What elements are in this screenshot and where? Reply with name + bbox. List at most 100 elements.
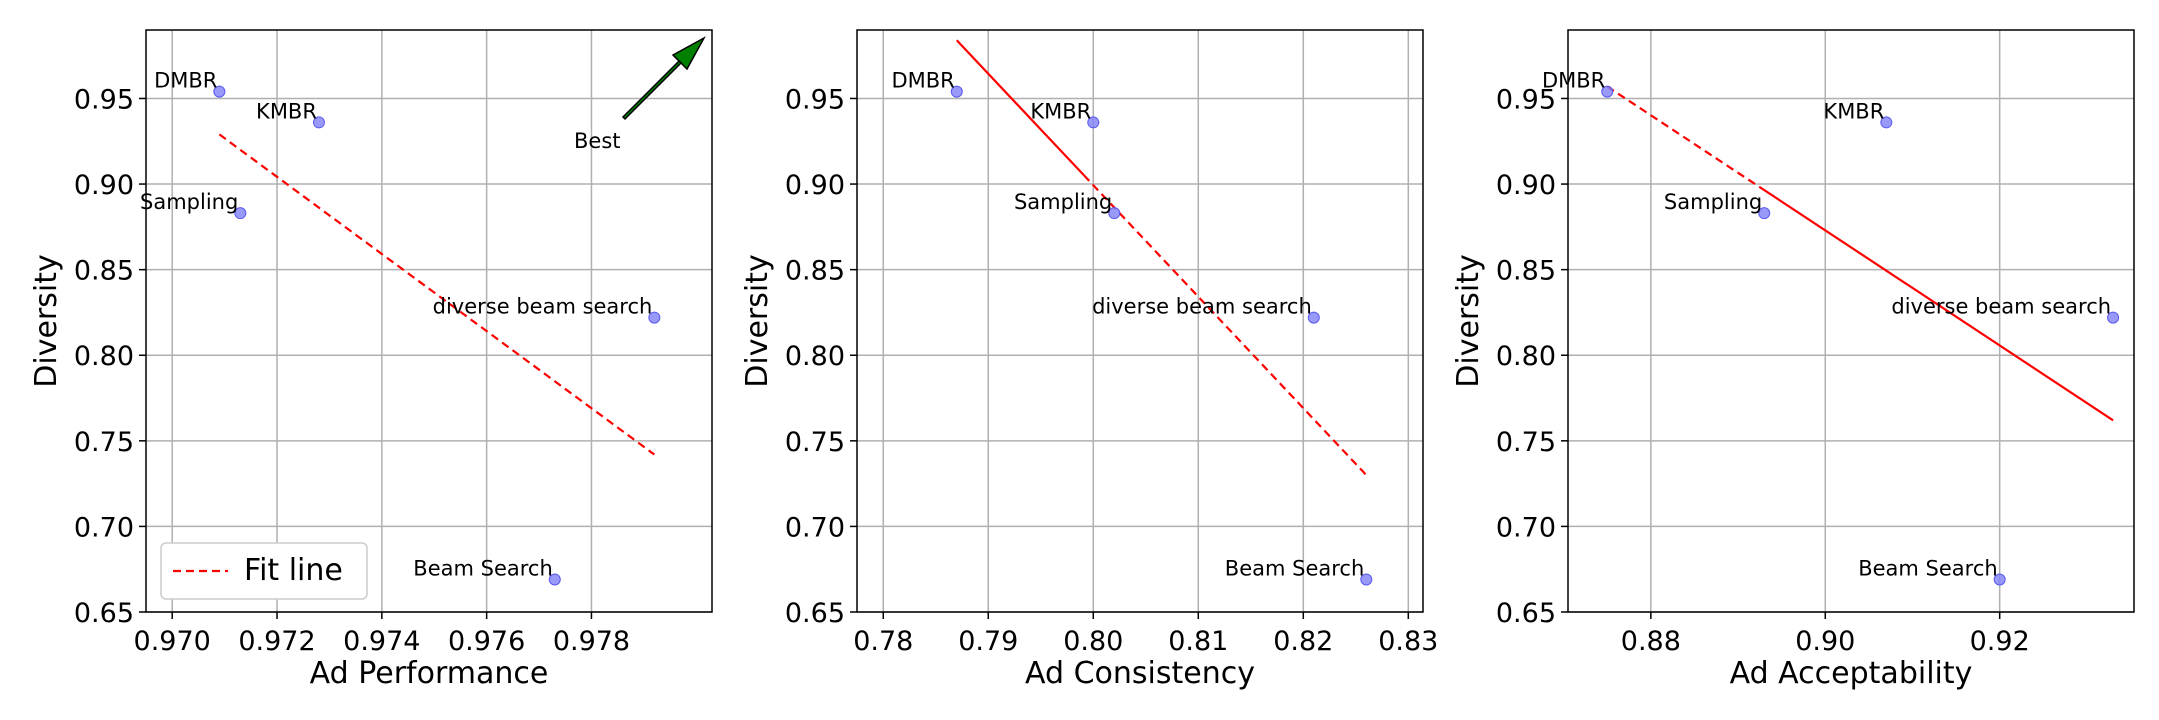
data-point — [950, 85, 963, 98]
data-point — [234, 207, 247, 220]
best-label: Best — [574, 129, 621, 153]
point-labels: DMBR KMBR Sampling diverse beam search Beam … — [140, 69, 652, 581]
x-tick-label: 0.92 — [1970, 626, 2030, 657]
y-tick-label: 0.65 — [74, 598, 134, 629]
legend-label: Fit line — [244, 553, 343, 588]
y-tick-labels: 0.65 0.70 0.75 0.80 0.85 0.90 0.95 — [785, 84, 857, 629]
y-axis-label: Diversity — [1451, 254, 1486, 387]
y-axis-label: Diversity — [740, 254, 775, 387]
y-tick-label: 0.70 — [1496, 512, 1556, 543]
data-point — [1307, 311, 1320, 324]
point-label: Sampling — [1664, 190, 1762, 214]
point-label: Beam Search — [1225, 556, 1364, 580]
data-points — [1601, 85, 2120, 586]
point-label: DMBR — [891, 69, 954, 93]
x-tick-label: 0.79 — [958, 626, 1018, 657]
data-point — [1880, 116, 1893, 129]
x-tick-labels: 0.970 0.972 0.974 0.976 0.978 — [134, 612, 630, 657]
data-point — [1360, 573, 1373, 586]
y-tick-label: 0.90 — [74, 170, 134, 201]
y-tick-label: 0.85 — [74, 256, 134, 287]
x-tick-label: 0.78 — [853, 626, 913, 657]
data-point — [2107, 311, 2120, 324]
panel-ad-acceptability: DMBR KMBR Sampling diverse beam search Beam … — [1451, 29, 2135, 691]
point-label: KMBR — [1030, 99, 1091, 123]
x-tick-label: 0.81 — [1168, 626, 1228, 657]
data-point — [648, 311, 661, 324]
data-point — [1758, 207, 1771, 220]
y-tick-label: 0.80 — [74, 341, 134, 372]
grid-lines — [857, 30, 1423, 613]
y-axis-label: Diversity — [29, 254, 64, 387]
y-tick-label: 0.80 — [1496, 341, 1556, 372]
x-tick-labels: 0.88 0.90 0.92 — [1621, 612, 2030, 657]
y-tick-label: 0.95 — [1496, 84, 1556, 115]
panel-ad-performance: DMBR KMBR Sampling diverse beam search Beam … — [29, 29, 713, 691]
point-label: Sampling — [140, 190, 238, 214]
y-tick-label: 0.75 — [74, 427, 134, 458]
point-labels: DMBR KMBR Sampling diverse beam search Beam … — [1542, 69, 2111, 581]
y-tick-label: 0.65 — [1496, 598, 1556, 629]
x-tick-label: 0.88 — [1621, 626, 1681, 657]
point-label: DMBR — [1542, 69, 1605, 93]
plot-frame — [145, 29, 713, 613]
fit-line-segment — [1082, 174, 1368, 476]
y-tick-label: 0.85 — [785, 256, 845, 287]
y-tick-labels: 0.65 0.70 0.75 0.80 0.85 0.90 0.95 — [1496, 84, 1568, 629]
x-tick-label: 0.82 — [1273, 626, 1333, 657]
point-label: diverse beam search — [1092, 295, 1312, 319]
data-point — [1108, 207, 1121, 220]
x-tick-label: 0.80 — [1063, 626, 1123, 657]
point-label: Beam Search — [1858, 556, 1997, 580]
y-tick-label: 0.65 — [785, 598, 845, 629]
data-points — [950, 85, 1373, 586]
x-tick-label: 0.83 — [1378, 626, 1438, 657]
plot-frame — [1567, 29, 2135, 613]
point-label: diverse beam search — [1891, 295, 2111, 319]
x-tick-label: 0.972 — [238, 626, 315, 657]
y-tick-label: 0.90 — [785, 170, 845, 201]
y-tick-label: 0.95 — [785, 84, 845, 115]
data-point — [312, 116, 325, 129]
y-tick-label: 0.75 — [785, 427, 845, 458]
data-points — [213, 85, 661, 586]
x-tick-labels: 0.78 0.79 0.80 0.81 0.82 0.83 — [853, 612, 1438, 657]
fit-line — [955, 39, 1368, 476]
point-label: Sampling — [1014, 190, 1112, 214]
y-tick-label: 0.80 — [785, 341, 845, 372]
data-point — [548, 573, 561, 586]
data-point — [1087, 116, 1100, 129]
legend-box — [160, 542, 368, 600]
point-label: Beam Search — [413, 556, 552, 580]
fit-line-segment — [1763, 189, 2114, 422]
point-label: DMBR — [154, 69, 217, 93]
data-point — [213, 85, 226, 98]
x-axis-label: Ad Consistency — [1025, 656, 1255, 691]
y-tick-label: 0.70 — [74, 512, 134, 543]
x-tick-label: 0.978 — [553, 626, 630, 657]
best-annotation: Best — [574, 36, 706, 153]
best-arrow-icon — [621, 36, 706, 121]
x-axis-label: Ad Acceptability — [1730, 656, 1973, 691]
x-tick-label: 0.90 — [1795, 626, 1855, 657]
data-point — [1993, 573, 2006, 586]
x-tick-label: 0.974 — [343, 626, 420, 657]
point-label: KMBR — [1823, 99, 1884, 123]
fit-line — [1606, 85, 2114, 422]
y-tick-label: 0.85 — [1496, 256, 1556, 287]
x-axis-label: Ad Performance — [310, 656, 549, 691]
y-tick-label: 0.90 — [1496, 170, 1556, 201]
x-tick-label: 0.976 — [448, 626, 525, 657]
y-tick-label: 0.75 — [1496, 427, 1556, 458]
point-label: KMBR — [256, 99, 317, 123]
y-tick-label: 0.70 — [785, 512, 845, 543]
fit-line-segment — [955, 39, 1085, 176]
point-labels: DMBR KMBR Sampling diverse beam search Beam … — [891, 69, 1364, 581]
plot-frame — [856, 29, 1424, 613]
y-tick-labels: 0.65 0.70 0.75 0.80 0.85 0.90 0.95 — [74, 84, 146, 629]
data-point — [1601, 85, 1614, 98]
legend: Fit line — [160, 542, 368, 600]
point-label: diverse beam search — [433, 295, 653, 319]
x-tick-label: 0.970 — [134, 626, 211, 657]
